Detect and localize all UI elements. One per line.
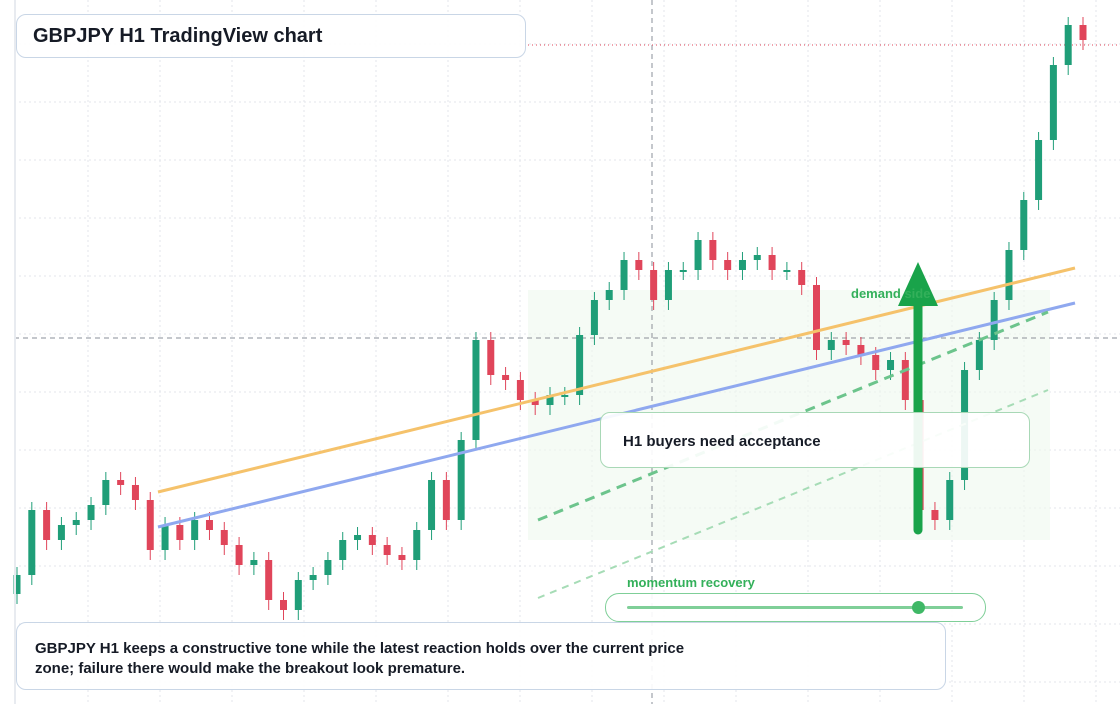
candle-body — [664, 270, 672, 300]
candle-body — [1035, 140, 1043, 200]
candle-body — [1049, 65, 1057, 140]
candle-body — [576, 335, 584, 395]
candle-body — [679, 270, 687, 272]
candle-body — [339, 540, 347, 560]
candle-body — [235, 545, 243, 565]
candle-body — [176, 525, 184, 540]
candle-body — [1005, 250, 1013, 300]
chart-title: GBPJPY H1 TradingView chart — [16, 14, 526, 58]
candle-body — [931, 510, 939, 520]
candle-body — [309, 575, 317, 580]
candle-body — [531, 400, 539, 405]
callout: H1 buyers need acceptance — [600, 412, 1030, 468]
zone-label: demand side — [851, 286, 930, 301]
candle-body — [990, 300, 998, 340]
candle-body — [502, 375, 510, 380]
candle-body — [191, 520, 199, 540]
candle-body — [768, 255, 776, 270]
candle-body — [28, 510, 36, 575]
candle-body — [975, 340, 983, 370]
candle-body — [487, 340, 495, 375]
candle-body — [798, 270, 806, 285]
candle-body — [605, 290, 613, 300]
note: GBPJPY H1 keeps a constructive tone whil… — [35, 640, 685, 677]
slider[interactable] — [605, 593, 986, 622]
candle-body — [1020, 200, 1028, 250]
arrow-head — [898, 262, 938, 306]
candle-body — [887, 360, 895, 370]
slider-knob[interactable] — [912, 601, 925, 614]
candle-body — [946, 480, 954, 520]
candle-body — [561, 395, 569, 397]
candle-body — [457, 440, 465, 520]
candle-body — [783, 270, 791, 272]
candle-body — [753, 255, 761, 260]
slider-label: momentum recovery — [627, 575, 755, 590]
candle-body — [472, 340, 480, 440]
candle-body — [57, 525, 65, 540]
candle-body — [724, 260, 732, 270]
candles — [13, 17, 1087, 620]
candle-body — [813, 285, 820, 350]
candle-body — [428, 480, 436, 530]
candle-body — [546, 395, 554, 405]
candle-body — [265, 560, 273, 600]
candle-body — [398, 555, 406, 560]
candle-body — [205, 520, 213, 530]
candle-body — [635, 260, 643, 270]
candle-body — [354, 535, 362, 540]
candle-body — [413, 530, 421, 560]
candle-body — [117, 480, 125, 485]
slider-track — [627, 606, 963, 609]
candle-body — [694, 240, 702, 270]
candle-body — [161, 525, 169, 550]
candle-body — [280, 600, 287, 610]
note-box: GBPJPY H1 keeps a constructive tone whil… — [16, 622, 946, 690]
candle-body — [131, 485, 139, 500]
candle-body — [442, 480, 450, 520]
candle-body — [13, 575, 21, 594]
candle-body — [827, 340, 835, 350]
candle-body — [294, 580, 302, 610]
candle-body — [620, 260, 628, 290]
candle-body — [901, 360, 909, 400]
candle-body — [590, 300, 598, 335]
candle-body — [43, 510, 51, 540]
candle-body — [1079, 25, 1087, 40]
candle-body — [324, 560, 332, 575]
candle-body — [516, 380, 524, 400]
candle-body — [650, 270, 658, 300]
edge — [14, 0, 16, 704]
candle-body — [72, 520, 80, 525]
candle-body — [1064, 25, 1072, 65]
candle-body — [146, 500, 154, 550]
candle-body — [383, 545, 391, 555]
candle-body — [102, 480, 110, 505]
candle-body — [250, 560, 258, 565]
candle-body — [857, 345, 865, 355]
candle-body — [738, 260, 746, 270]
candle-body — [872, 355, 880, 370]
candle-body — [368, 535, 376, 545]
candle-body — [709, 240, 717, 260]
candle-body — [87, 505, 95, 520]
candle-body — [842, 340, 850, 345]
candle-body — [220, 530, 228, 545]
